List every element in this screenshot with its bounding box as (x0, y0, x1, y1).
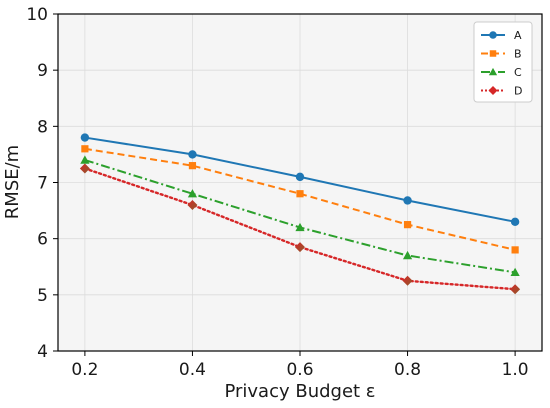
data-point (296, 190, 304, 198)
data-point (187, 189, 198, 198)
series-D (79, 163, 521, 295)
x-axis: 0.2 0.4 0.6 0.8 1.0 (71, 351, 529, 380)
legend-label: C (514, 66, 522, 79)
data-point (403, 221, 412, 229)
series-B (81, 145, 519, 254)
data-point (511, 246, 519, 254)
data-point (402, 250, 413, 260)
series-layer (79, 133, 521, 295)
y-tick-label: 5 (37, 286, 48, 306)
legend-item-C: C (481, 66, 522, 79)
data-point (80, 133, 90, 142)
data-point (81, 145, 89, 153)
y-tick-label: 9 (37, 61, 48, 81)
data-point (80, 155, 90, 164)
legend-item-D: D (481, 85, 522, 98)
y-tick-label: 6 (37, 230, 48, 250)
x-tick-label: 1.0 (502, 360, 529, 380)
legend-label: B (514, 48, 522, 61)
legend-item-B: B (481, 48, 522, 61)
data-point (188, 150, 197, 159)
y-tick-label: 10 (26, 5, 48, 25)
legend-label: D (514, 85, 522, 98)
y-tick-label: 7 (37, 174, 48, 194)
data-point (187, 199, 198, 210)
legend-label: A (514, 29, 522, 42)
x-tick-label: 0.2 (71, 360, 98, 380)
x-tick-label: 0.4 (179, 360, 206, 380)
x-axis-title: Privacy Budget ε (224, 381, 375, 402)
legend-item-A: A (481, 29, 522, 42)
data-point (295, 222, 305, 232)
y-axis: 4 5 6 7 8 9 10 (26, 5, 58, 362)
legend-marker (489, 50, 497, 57)
grid-lines (58, 13, 542, 352)
y-axis-title: RMSE/m (2, 145, 23, 219)
data-point (510, 284, 521, 295)
series-A (80, 133, 520, 227)
data-point (510, 217, 520, 227)
legend-marker (488, 86, 498, 95)
series-C (80, 155, 520, 277)
legend-box (473, 21, 533, 103)
data-point (79, 163, 90, 174)
y-tick-label: 4 (37, 342, 48, 362)
data-point (403, 196, 412, 205)
data-point (402, 275, 413, 286)
legend-marker (489, 31, 497, 39)
y-tick-label: 8 (37, 117, 48, 137)
legend-marker (488, 67, 498, 76)
data-point (510, 267, 520, 277)
data-point (295, 242, 305, 253)
data-point (188, 162, 197, 170)
data-point (295, 172, 305, 182)
x-tick-label: 0.8 (394, 360, 421, 380)
x-tick-label: 0.6 (286, 360, 313, 380)
